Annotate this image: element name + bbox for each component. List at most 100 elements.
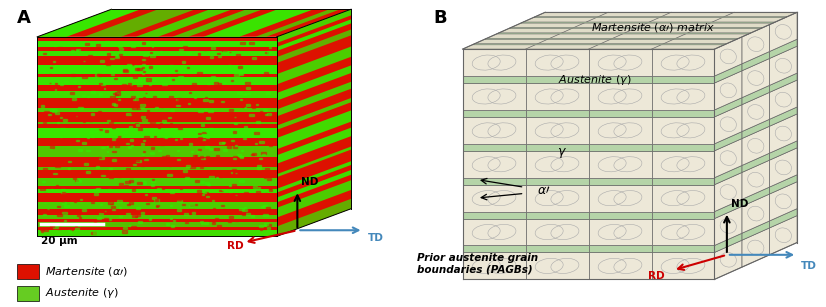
Bar [218, 58, 221, 60]
Bar [169, 117, 171, 118]
Bar [141, 116, 145, 118]
Text: $\it{Austenite\ (\gamma)}$: $\it{Austenite\ (\gamma)}$ [558, 73, 632, 87]
Bar [50, 224, 52, 225]
Bar [231, 140, 234, 141]
Bar [57, 206, 60, 208]
Polygon shape [714, 64, 742, 83]
Bar [60, 117, 63, 118]
Bar [102, 68, 107, 69]
Bar [60, 136, 62, 137]
Bar [145, 203, 149, 204]
Bar [174, 70, 177, 71]
Bar [195, 155, 197, 156]
Bar [140, 107, 144, 108]
Bar [100, 60, 104, 62]
Bar [222, 209, 225, 211]
Bar [240, 180, 244, 181]
Bar [78, 150, 83, 151]
Bar [98, 164, 101, 165]
Bar [128, 146, 131, 148]
Bar [141, 113, 144, 115]
Bar [133, 76, 137, 78]
Bar [237, 232, 239, 233]
Bar [119, 207, 121, 208]
Bar [219, 189, 221, 191]
Polygon shape [742, 85, 770, 105]
Bar [195, 180, 199, 182]
Polygon shape [37, 9, 351, 37]
Bar [185, 160, 189, 162]
Bar [226, 146, 231, 148]
Bar [240, 42, 245, 44]
Bar [83, 60, 85, 61]
Bar [82, 95, 84, 96]
Text: RD: RD [227, 241, 244, 251]
Polygon shape [652, 185, 714, 212]
Bar [216, 41, 218, 42]
Bar [131, 45, 135, 47]
Bar [70, 92, 74, 94]
Bar [134, 72, 135, 73]
Bar [43, 214, 45, 215]
Bar [177, 209, 182, 212]
Bar [76, 180, 81, 182]
Bar [200, 181, 204, 183]
Bar [114, 78, 117, 79]
Polygon shape [463, 117, 525, 144]
Bar [99, 94, 102, 95]
Bar [187, 67, 189, 68]
Bar [151, 185, 154, 186]
Bar [71, 74, 75, 76]
Bar [40, 105, 45, 107]
Polygon shape [463, 151, 525, 178]
Bar [137, 100, 142, 102]
Bar [207, 83, 210, 84]
Bar [168, 58, 173, 60]
Polygon shape [463, 212, 525, 219]
Bar [263, 228, 266, 229]
Bar [191, 166, 195, 168]
Polygon shape [770, 39, 797, 58]
Polygon shape [652, 246, 714, 252]
Bar [256, 121, 260, 123]
Bar [149, 66, 152, 68]
Bar [201, 158, 205, 160]
Bar [99, 157, 104, 159]
Bar [192, 83, 196, 84]
Polygon shape [588, 76, 652, 83]
Bar [107, 151, 108, 152]
Bar [245, 87, 250, 89]
Bar [251, 154, 254, 155]
Bar [217, 225, 221, 227]
Polygon shape [277, 82, 351, 116]
Bar [178, 150, 179, 151]
Polygon shape [652, 252, 714, 279]
Bar [109, 122, 113, 123]
Polygon shape [37, 189, 277, 193]
Bar [137, 182, 142, 184]
Bar [245, 93, 249, 95]
Bar [206, 117, 210, 119]
Bar [222, 49, 225, 51]
Bar [209, 100, 213, 102]
Bar [99, 83, 102, 84]
Polygon shape [742, 153, 770, 173]
Bar [156, 206, 158, 207]
Bar [234, 117, 236, 118]
Polygon shape [714, 98, 742, 117]
Bar [214, 82, 218, 84]
Bar [83, 82, 85, 83]
Bar [129, 225, 131, 226]
Bar [126, 181, 130, 183]
Bar [173, 219, 175, 220]
Bar [186, 165, 190, 167]
Bar [185, 177, 189, 179]
FancyBboxPatch shape [17, 264, 40, 279]
Bar [115, 92, 120, 95]
Polygon shape [588, 49, 652, 76]
Bar [201, 223, 203, 224]
Bar [43, 52, 45, 54]
Bar [51, 59, 55, 60]
Bar [264, 168, 269, 170]
Bar [74, 81, 76, 83]
